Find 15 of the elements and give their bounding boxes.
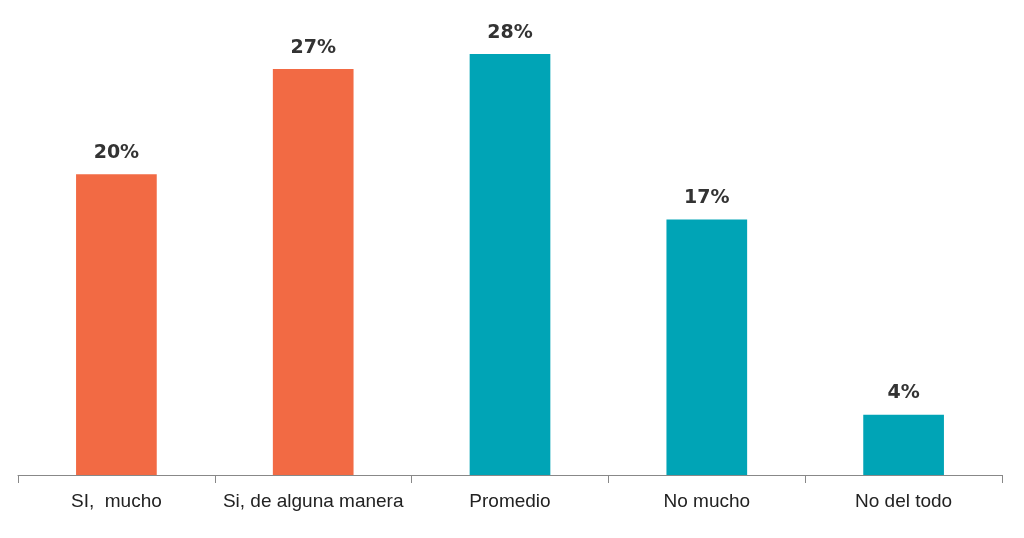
bar [469,54,551,475]
x-tick-label: No del todo [855,490,953,511]
x-tick-label: Si, de alguna manera [222,490,404,511]
x-tick-label: Promedio [469,490,551,511]
data-label: 4% [887,380,920,403]
bar [76,174,157,475]
data-label: 17% [684,184,730,207]
bar [666,219,748,475]
data-label: 27% [290,34,336,57]
x-tick-label: SI, mucho [70,490,162,511]
bar [863,414,944,475]
data-label: 28% [487,19,533,42]
data-label: 20% [93,139,140,162]
bar [272,69,354,475]
x-tick-label: No mucho [663,490,751,511]
